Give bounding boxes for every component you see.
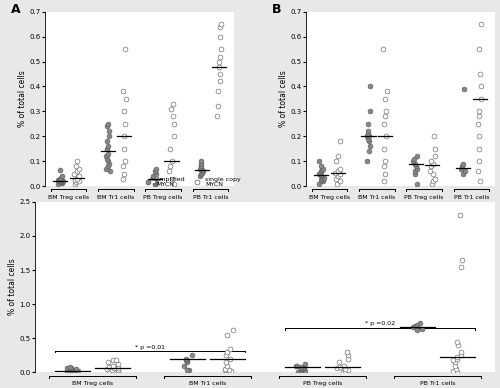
Legend: Amplified
MYCN, single copy
MYCN: Amplified MYCN, single copy MYCN [140, 174, 244, 190]
Y-axis label: % of total cells: % of total cells [278, 71, 287, 127]
Y-axis label: % of total cells: % of total cells [18, 71, 27, 127]
Y-axis label: % of total cells: % of total cells [8, 259, 17, 315]
Text: * p =0.01: * p =0.01 [135, 345, 165, 350]
Text: * p =0.02: * p =0.02 [365, 321, 395, 326]
Text: A: A [11, 3, 20, 16]
Text: B: B [272, 3, 281, 16]
